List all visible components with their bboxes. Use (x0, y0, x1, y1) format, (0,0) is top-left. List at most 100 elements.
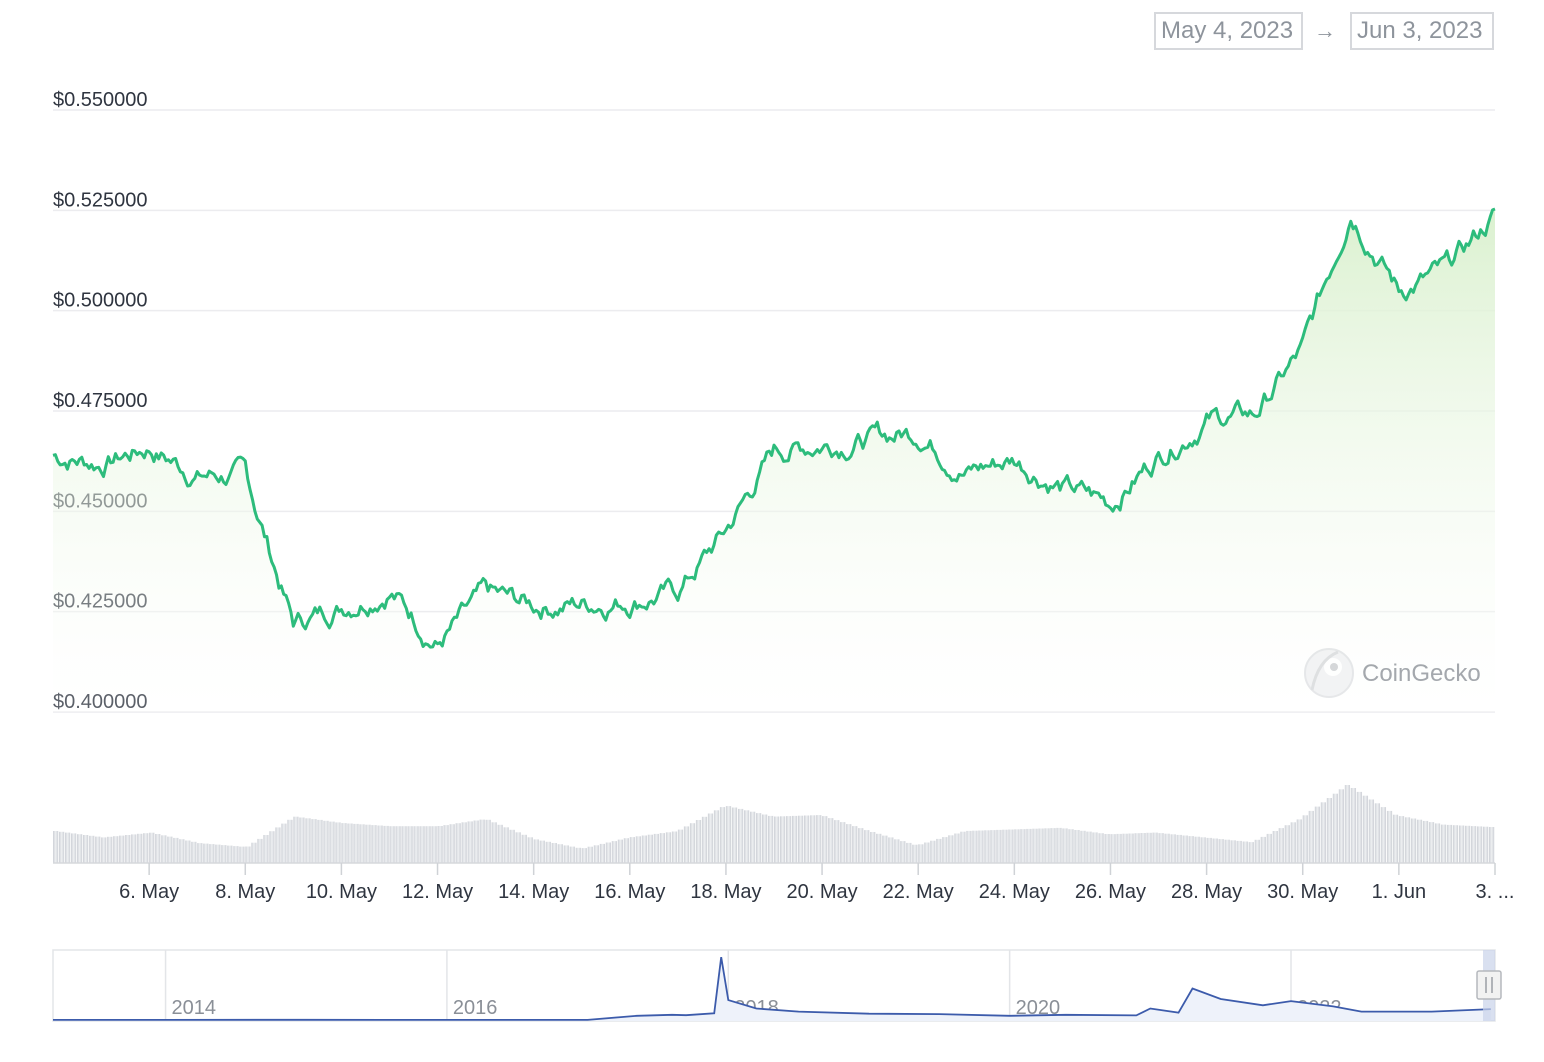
navigator-handle[interactable] (1476, 970, 1502, 1000)
volume-bar (1110, 834, 1116, 863)
volume-bar (1170, 834, 1176, 863)
volume-bar (371, 825, 377, 863)
volume-bar (377, 825, 383, 863)
volume-bar (257, 838, 263, 863)
volume-bar (533, 839, 539, 863)
volume-bar (593, 845, 600, 863)
volume-bar (413, 826, 419, 863)
volume-bar (1302, 815, 1308, 863)
volume-bar (1134, 833, 1140, 863)
volume-bar (1224, 839, 1230, 863)
navigator[interactable]: 20142016201820202022 (52, 949, 1502, 1022)
volume-bar (431, 826, 437, 863)
volume-bar (185, 840, 191, 863)
x-tick-label: 16. May (594, 881, 665, 903)
volume-bar (1050, 828, 1056, 863)
volume-bar (1176, 834, 1182, 863)
volume-bar (599, 843, 606, 863)
volume-bar (954, 833, 960, 863)
volume-bar (1194, 836, 1200, 863)
volume-bar (1020, 829, 1026, 863)
volume-bar (858, 828, 864, 863)
volume-bar (731, 807, 738, 863)
volume-bar (1356, 791, 1363, 863)
coingecko-brand-label: CoinGecko (1362, 660, 1481, 687)
volume-bar (59, 831, 65, 863)
price-area-fill (53, 209, 1495, 712)
volume-bar (527, 837, 533, 863)
volume-bar (665, 832, 672, 863)
volume-bar (317, 819, 323, 863)
volume-bar (659, 833, 666, 863)
volume-bar (137, 833, 143, 863)
volume-bar (1218, 839, 1224, 863)
price-area (52, 207, 1496, 712)
volume-bar (203, 843, 209, 863)
volume-bar (744, 810, 750, 863)
navigator-tick-label: 2016 (453, 997, 498, 1019)
x-tick-label: 14. May (498, 881, 569, 903)
volume-bar (65, 832, 71, 863)
volume-bar (870, 832, 876, 863)
volume-bar (269, 831, 275, 863)
volume-bar (774, 816, 780, 863)
x-tick-label: 26. May (1075, 881, 1146, 903)
volume-bar (521, 834, 527, 863)
volume-bar (569, 846, 575, 863)
volume-bar (275, 827, 281, 863)
volume-bar (978, 830, 984, 863)
volume-bar (173, 837, 179, 863)
volume-bar (1242, 841, 1248, 863)
volume-bar (936, 838, 942, 863)
volume-bar (1032, 828, 1038, 863)
volume-bar (539, 840, 545, 863)
volume-bar (389, 826, 395, 863)
volume-bar (738, 808, 744, 863)
volume-bar (1272, 831, 1278, 863)
x-axis: 6. May 8. May 10. May 12. May 14. May 16. May… (119, 863, 1514, 903)
volume-bar (1434, 823, 1441, 863)
volume-bar (221, 845, 227, 863)
volume-bar (239, 846, 245, 863)
volume-bar (1483, 826, 1489, 863)
volume-bar (461, 822, 467, 863)
volume-bar (293, 816, 299, 863)
volume-bar (750, 811, 756, 863)
volume-bar (227, 845, 233, 863)
volume-bar (299, 817, 305, 863)
volume-bar (1278, 828, 1284, 863)
volume-bar (311, 819, 317, 863)
volume-bar (1092, 832, 1098, 863)
volume-bar (1308, 810, 1314, 863)
volume-bars (53, 785, 1495, 864)
volume-bar (437, 826, 443, 863)
volume-bar (1182, 835, 1188, 863)
volume-bar (155, 834, 161, 863)
navigator-line (53, 956, 1491, 1021)
volume-bar (840, 822, 846, 863)
volume-bar (900, 841, 906, 863)
volume-bar (1200, 837, 1206, 863)
volume-bar (473, 820, 479, 863)
range-end-input[interactable]: Jun 3, 2023 (1350, 12, 1494, 50)
volume-bar (1104, 834, 1110, 863)
volume-bar (245, 846, 251, 863)
volume-bar (852, 826, 858, 863)
volume-bar (605, 842, 612, 863)
volume-bar (1368, 799, 1375, 863)
volume-bar (719, 807, 726, 863)
x-tick-label: 6. May (119, 881, 179, 903)
volume-bar (1386, 810, 1393, 863)
range-start-input[interactable]: May 4, 2023 (1154, 12, 1303, 50)
volume-bar (1188, 836, 1194, 863)
volume-bar (119, 835, 125, 863)
volume-bar (179, 839, 185, 863)
volume-bar (1465, 825, 1471, 863)
volume-bar (1056, 827, 1062, 863)
volume-bar (1489, 827, 1495, 863)
volume-bar (906, 842, 912, 863)
volume-bar (1122, 833, 1128, 863)
volume-bar (383, 825, 389, 863)
volume-bar (251, 842, 257, 863)
